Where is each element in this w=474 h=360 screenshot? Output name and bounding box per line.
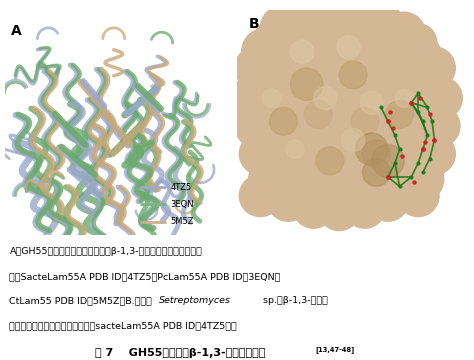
Circle shape <box>267 179 309 221</box>
Circle shape <box>235 105 276 147</box>
Text: CtLam55 PDB ID：5M5Z。B.来源于: CtLam55 PDB ID：5M5Z。B.来源于 <box>9 296 152 305</box>
Circle shape <box>411 75 444 107</box>
Text: 比。SacteLam55A PDB ID：4TZ5；PcLam55A PDB ID：3EQN；: 比。SacteLam55A PDB ID：4TZ5；PcLam55A PDB I… <box>9 272 281 281</box>
Circle shape <box>360 33 416 89</box>
Circle shape <box>418 105 460 147</box>
Circle shape <box>356 133 388 166</box>
Ellipse shape <box>248 12 434 217</box>
Text: 酵与昆布多糖的复合物晶体结构（sacteLam55A PDB ID：4TZ5）。: 酵与昆布多糖的复合物晶体结构（sacteLam55A PDB ID：4TZ5）。 <box>9 321 237 330</box>
Text: 3EQN: 3EQN <box>171 200 194 209</box>
Circle shape <box>311 3 358 49</box>
Circle shape <box>395 89 413 107</box>
Text: Setreptomyces: Setreptomyces <box>159 296 231 305</box>
Circle shape <box>372 145 404 177</box>
Circle shape <box>358 145 404 191</box>
Circle shape <box>304 100 332 128</box>
Circle shape <box>263 89 281 107</box>
Circle shape <box>314 28 369 84</box>
Circle shape <box>318 189 360 230</box>
Circle shape <box>400 24 437 61</box>
Circle shape <box>291 1 332 42</box>
Text: 5M5Z: 5M5Z <box>171 217 194 226</box>
Circle shape <box>369 112 420 163</box>
Circle shape <box>239 133 281 175</box>
Circle shape <box>344 186 386 228</box>
Circle shape <box>248 158 291 200</box>
Circle shape <box>293 186 335 228</box>
Circle shape <box>420 77 462 119</box>
Circle shape <box>253 77 304 128</box>
Circle shape <box>402 158 444 200</box>
Circle shape <box>339 61 367 89</box>
Circle shape <box>235 47 276 89</box>
Text: A．GH55家族部分已知晶体结构的β-1,3-葡聚糖酶三维结构叠加对: A．GH55家族部分已知晶体结构的β-1,3-葡聚糖酶三维结构叠加对 <box>9 247 202 256</box>
Text: [13,47-48]: [13,47-48] <box>315 346 355 353</box>
Circle shape <box>291 40 314 63</box>
Circle shape <box>360 91 383 114</box>
Circle shape <box>253 22 291 59</box>
Text: B: B <box>248 17 259 31</box>
Circle shape <box>316 147 344 175</box>
Text: sp.的β-1,3-葡聚糖: sp.的β-1,3-葡聚糖 <box>260 296 328 305</box>
Circle shape <box>344 63 400 119</box>
Circle shape <box>270 107 297 135</box>
Circle shape <box>239 75 272 107</box>
Text: 图 7    GH55家族典型β-1,3-葡聚糖酵结构: 图 7 GH55家族典型β-1,3-葡聚糖酵结构 <box>95 348 265 358</box>
Circle shape <box>388 80 434 126</box>
Circle shape <box>314 86 337 110</box>
Circle shape <box>416 121 448 154</box>
Text: 4TZ5: 4TZ5 <box>171 183 191 192</box>
Circle shape <box>395 33 441 80</box>
Circle shape <box>363 140 390 168</box>
Circle shape <box>309 147 360 198</box>
Circle shape <box>239 175 281 217</box>
Circle shape <box>346 19 383 56</box>
Circle shape <box>413 47 456 89</box>
Circle shape <box>341 128 365 152</box>
Circle shape <box>320 103 376 158</box>
Circle shape <box>386 100 413 128</box>
Circle shape <box>267 33 323 89</box>
Circle shape <box>337 1 379 42</box>
Circle shape <box>265 149 311 196</box>
Circle shape <box>337 35 360 59</box>
Circle shape <box>260 5 307 52</box>
Text: A: A <box>11 23 22 37</box>
Circle shape <box>351 107 379 135</box>
Circle shape <box>383 12 425 54</box>
Circle shape <box>358 3 404 49</box>
Circle shape <box>276 112 328 163</box>
Circle shape <box>291 68 323 100</box>
Circle shape <box>286 140 304 158</box>
Circle shape <box>397 175 439 217</box>
Circle shape <box>363 158 390 186</box>
Circle shape <box>244 121 276 154</box>
Circle shape <box>242 28 288 75</box>
Circle shape <box>367 179 409 221</box>
Circle shape <box>230 77 272 119</box>
Circle shape <box>297 63 353 119</box>
Circle shape <box>386 172 423 210</box>
Circle shape <box>300 19 337 56</box>
Circle shape <box>413 133 456 175</box>
